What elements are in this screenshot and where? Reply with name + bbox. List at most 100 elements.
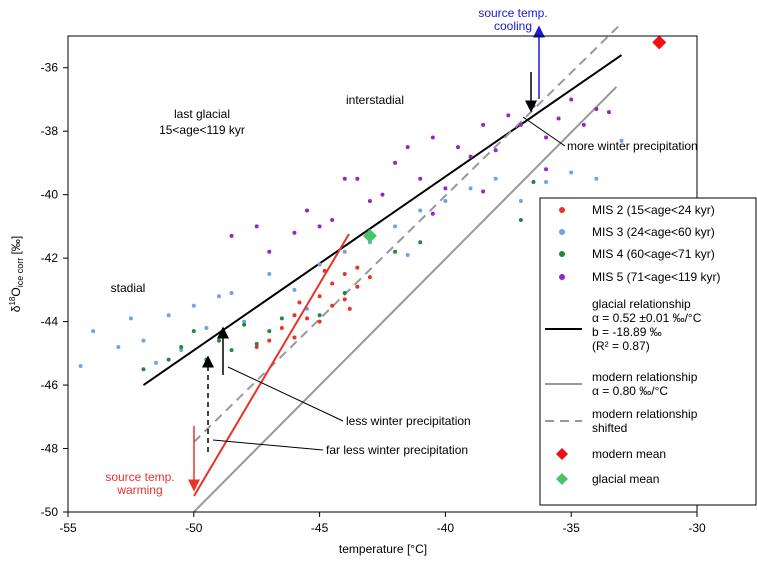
point — [267, 338, 272, 343]
point — [531, 103, 536, 108]
point — [544, 179, 549, 184]
point — [418, 208, 423, 213]
point — [292, 313, 297, 318]
y-label-part: [‰] — [9, 236, 23, 258]
x-tick-label: -35 — [563, 521, 581, 535]
point — [297, 300, 302, 305]
annotation: warming — [116, 483, 162, 497]
point — [279, 325, 284, 330]
y-tick-label: -40 — [41, 188, 59, 202]
relationship-line — [193, 86, 618, 513]
point — [191, 303, 196, 308]
point — [330, 281, 335, 286]
point — [216, 294, 221, 299]
point — [468, 186, 473, 191]
legend-label: MIS 3 (24<age<60 kyr) — [592, 225, 715, 239]
point — [141, 367, 146, 372]
y-label-part: ice corr — [15, 258, 25, 288]
point — [468, 154, 473, 159]
plot-area — [78, 22, 667, 513]
legend-label: MIS 2 (15<age<24 kyr) — [592, 203, 715, 217]
legend-label: glacial mean — [592, 472, 659, 486]
point — [556, 116, 561, 121]
point — [229, 348, 234, 353]
point — [179, 348, 184, 353]
point — [267, 329, 272, 334]
y-tick-label: -48 — [41, 442, 59, 456]
y-tick-label: -44 — [41, 315, 59, 329]
point — [342, 297, 347, 302]
point — [443, 199, 448, 204]
y-label-part: 18 — [8, 296, 17, 305]
point — [116, 344, 121, 349]
point — [606, 110, 611, 115]
point — [305, 316, 310, 321]
legend-label: MIS 4 (60<age<71 kyr) — [592, 247, 715, 261]
point — [292, 230, 297, 235]
point — [154, 360, 159, 365]
point — [330, 303, 335, 308]
mean-marker — [652, 35, 667, 50]
point — [531, 179, 536, 184]
annotation: less winter precipitation — [346, 414, 471, 428]
point — [380, 192, 385, 197]
annotation: source temp. — [478, 6, 547, 20]
pointer — [212, 439, 324, 451]
annotation: more winter precipitation — [567, 139, 698, 153]
point — [393, 224, 398, 229]
pointer — [522, 116, 566, 147]
point — [191, 329, 196, 334]
legend-label: modern relationship — [592, 407, 698, 421]
point — [393, 249, 398, 254]
warming-line — [193, 233, 350, 497]
point — [355, 265, 360, 270]
point — [317, 294, 322, 299]
point — [179, 344, 184, 349]
point — [342, 249, 347, 254]
point — [544, 167, 549, 172]
point — [418, 176, 423, 181]
y-tick-label: -38 — [41, 124, 59, 138]
legend-note: b = -18.89 ‰ — [592, 325, 662, 339]
point — [342, 176, 347, 181]
point — [317, 224, 322, 229]
point — [342, 272, 347, 276]
annotation: 15<age<119 kyr — [159, 123, 245, 137]
y-tick-label: -46 — [41, 378, 59, 392]
point — [481, 189, 486, 194]
point — [317, 319, 322, 324]
point — [242, 322, 247, 327]
point — [569, 97, 574, 102]
point — [229, 233, 234, 238]
point — [78, 364, 83, 369]
point — [544, 135, 549, 140]
point — [317, 262, 322, 267]
legend-label: MIS 5 (71<age<119 kyr) — [592, 270, 721, 284]
legend-symbol — [556, 448, 568, 460]
point — [166, 313, 171, 318]
point — [393, 160, 398, 165]
point — [493, 176, 498, 181]
legend-symbol — [559, 207, 565, 213]
x-tick-label: -50 — [185, 521, 203, 535]
point — [229, 291, 234, 296]
point — [292, 335, 297, 340]
point — [367, 199, 372, 204]
point — [317, 313, 322, 318]
point — [418, 240, 423, 245]
point — [279, 316, 284, 321]
x-tick-label: -30 — [688, 521, 706, 535]
annotation: source temp. — [105, 470, 174, 484]
point — [254, 224, 259, 229]
legend-symbol — [559, 229, 565, 235]
annotation: interstadial — [346, 93, 404, 107]
point — [254, 341, 259, 346]
legend-label: glacial relationship — [592, 297, 691, 311]
y-tick-label: -42 — [41, 251, 59, 265]
point — [443, 186, 448, 191]
relationship-line — [193, 22, 623, 443]
annotation: cooling — [494, 19, 532, 33]
mean-marker — [362, 228, 377, 243]
point — [405, 145, 410, 150]
legend-note: α = 0.52 ±0.01 ‰/°C — [592, 311, 702, 325]
